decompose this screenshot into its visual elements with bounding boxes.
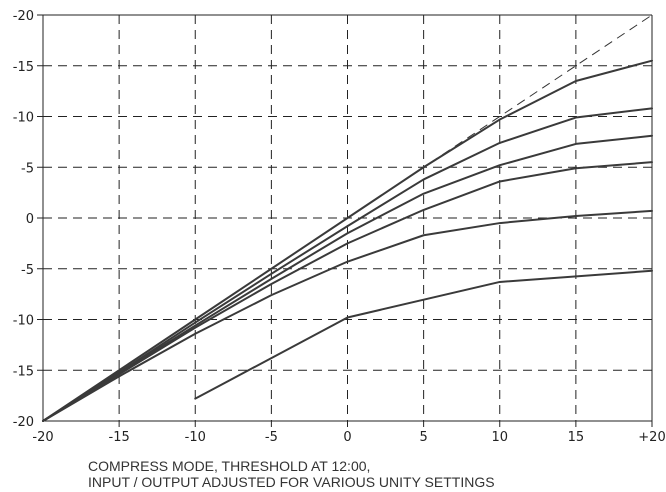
y-tick-label: -15 [13, 60, 34, 75]
series-line-1 [42, 59, 653, 422]
x-tick-label: +20 [638, 430, 665, 445]
series-line-2 [42, 107, 653, 422]
series-line-3 [42, 134, 653, 422]
x-tick-label: 15 [568, 430, 585, 445]
x-tick-label: -10 [185, 430, 206, 445]
y-tick-label: -5 [21, 263, 34, 278]
series-line-5 [42, 209, 653, 422]
y-tick-label: -15 [13, 364, 34, 379]
x-tick-label: -5 [265, 430, 278, 445]
x-tick-label: 10 [491, 430, 508, 445]
chart-caption: COMPRESS MODE, THRESHOLD AT 12:00, INPUT… [88, 458, 648, 490]
x-tick-label: 5 [419, 430, 427, 445]
series-line-6 [194, 269, 653, 400]
caption-line-1: COMPRESS MODE, THRESHOLD AT 12:00, [88, 458, 371, 474]
y-tick-label: -20 [13, 415, 34, 430]
caption-line-2: INPUT / OUTPUT ADJUSTED FOR VARIOUS UNIT… [88, 474, 495, 490]
io-curve-chart: -20 -15 -10 -5 0 -5 -10 -15 -20 -20 -15 -10 -5 0 5 10 1… [13, 9, 666, 445]
x-tick-label: 0 [343, 430, 351, 445]
y-tick-label: 0 [26, 212, 34, 227]
x-tick-labels: -20 -15 -10 -5 0 5 10 15 +20 [32, 430, 665, 445]
x-tick-label: -15 [109, 430, 130, 445]
y-tick-label: -20 [13, 9, 34, 24]
x-tick-label: -20 [32, 430, 53, 445]
y-tick-labels: -20 -15 -10 -5 0 -5 -10 -15 -20 [13, 9, 34, 430]
y-tick-label: -5 [21, 161, 34, 176]
series-line-4 [42, 161, 653, 422]
series-lines [42, 59, 653, 422]
y-tick-label: -10 [13, 314, 34, 329]
y-tick-label: -10 [13, 111, 34, 126]
